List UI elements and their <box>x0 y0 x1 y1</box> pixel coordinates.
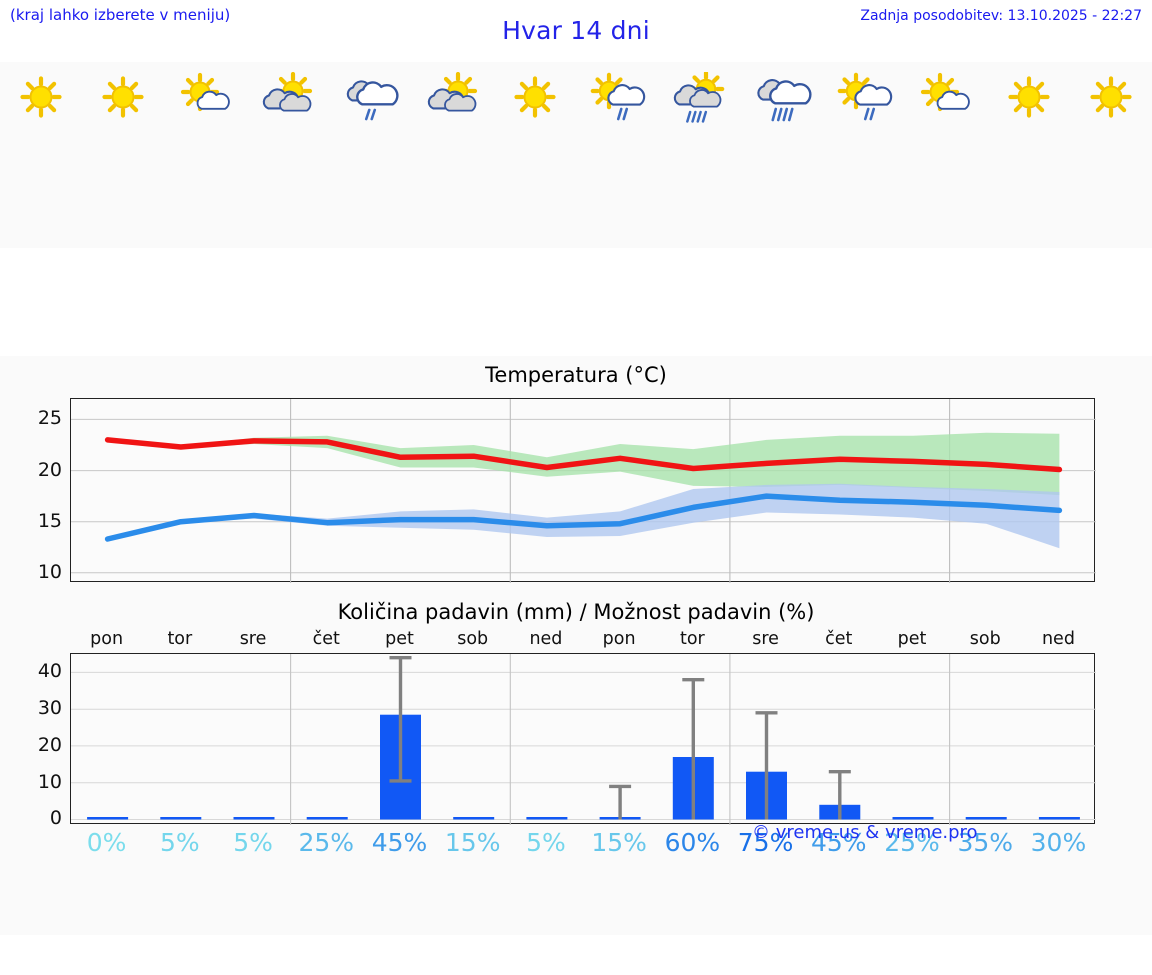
day-column[interactable] <box>165 62 247 248</box>
precipitation-probability-label: 25% <box>298 828 355 857</box>
day-column[interactable] <box>905 62 987 248</box>
precipitation-day-label: pon <box>602 629 636 649</box>
precipitation-probability-label: 45% <box>811 828 867 857</box>
precipitation-day-label: pet <box>897 629 927 649</box>
last-update-text: Zadnja posodobitev: 13.10.2025 - 22:27 <box>860 8 1142 24</box>
sun-cloud-rain-icon <box>576 70 658 126</box>
day-column[interactable] <box>1070 62 1152 248</box>
precipitation-probability-row: 0% 5% 5% 25% 45% 15% 5% 15% 60% 75% 45% 25% 35% 30% <box>70 828 1095 857</box>
day-column[interactable] <box>823 62 905 248</box>
precipitation-day-label: pon <box>90 629 124 649</box>
sun-clouds-icon <box>411 70 493 126</box>
day-column[interactable] <box>576 62 658 248</box>
precipitation-probability-label: 15% <box>591 828 647 857</box>
sun-icon <box>0 70 82 126</box>
precipitation-probability-label: 45% <box>371 828 428 857</box>
precipitation-y-tick-label: 30 <box>37 697 62 720</box>
precipitation-plot-area <box>70 653 1096 825</box>
precipitation-day-labels: pon tor sre čet pet sob ned pon tor sre čet pet sob n… <box>70 629 1095 649</box>
day-column[interactable] <box>494 62 576 248</box>
page-title: Hvar 14 dni <box>502 16 650 45</box>
precipitation-day-label: ned <box>529 629 563 649</box>
temperature-y-tick-label: 10 <box>37 560 62 583</box>
page-header: (kraj lahko izberete v meniju) Hvar 14 d… <box>0 0 1152 62</box>
precipitation-day-label: sre <box>239 629 267 649</box>
precipitation-y-axis: 0 10 20 30 40 <box>0 596 62 935</box>
day-column[interactable] <box>0 62 82 248</box>
day-column[interactable] <box>329 62 411 248</box>
spacer-band <box>0 248 1152 356</box>
temperature-y-tick-label: 20 <box>37 458 62 481</box>
precipitation-day-label: tor <box>167 629 193 649</box>
precipitation-y-tick-label: 40 <box>37 660 62 683</box>
precipitation-probability-label: 25% <box>884 828 940 857</box>
precipitation-chart-title: Količina padavin (mm) / Možnost padavin … <box>337 600 815 624</box>
precipitation-day-label: sre <box>752 629 779 649</box>
temperature-plot-area <box>70 398 1096 583</box>
precipitation-probability-label: 5% <box>526 828 566 857</box>
precipitation-y-tick-label: 10 <box>37 770 62 793</box>
temperature-chart-title: Temperatura (°C) <box>485 363 667 387</box>
day-column[interactable] <box>82 62 164 248</box>
precipitation-y-tick-label: 20 <box>37 733 62 756</box>
precipitation-day-label: sob <box>457 629 489 649</box>
temperature-chart-section: Temperatura (°C) 10 15 20 25 © vreme.us & v… <box>0 356 1152 843</box>
sun-clouds-icon <box>247 70 329 126</box>
day-column[interactable] <box>411 62 493 248</box>
precipitation-day-label: ned <box>1041 629 1075 649</box>
daily-forecast-strip <box>0 62 1152 248</box>
day-column[interactable] <box>987 62 1069 248</box>
temperature-y-tick-label: 15 <box>37 509 62 532</box>
precipitation-chart-section: Količina padavin (mm) / Možnost padavin … <box>0 596 1152 935</box>
sun-small-cloud-icon <box>905 70 987 126</box>
day-column[interactable] <box>741 62 823 248</box>
precipitation-day-label: pet <box>385 629 414 649</box>
precipitation-day-label: sob <box>969 629 1001 649</box>
sun-cloud-rain-icon <box>823 70 905 126</box>
temperature-y-axis: 10 15 20 25 <box>0 356 62 596</box>
precipitation-day-label: čet <box>825 629 853 649</box>
precipitation-probability-label: 15% <box>444 828 501 857</box>
sun-clouds-rain-icon <box>658 70 740 126</box>
precipitation-probability-label: 5% <box>159 828 200 857</box>
cloud-rain-light-icon <box>329 70 411 126</box>
day-column[interactable] <box>247 62 329 248</box>
temperature-series-svg <box>71 399 1096 583</box>
precipitation-probability-label: 5% <box>233 828 273 857</box>
precipitation-day-label: čet <box>312 629 340 649</box>
precipitation-probability-label: 30% <box>1030 828 1087 857</box>
precipitation-probability-label: 0% <box>86 828 127 857</box>
precipitation-probability-label: 75% <box>737 828 794 857</box>
sun-small-cloud-icon <box>165 70 247 126</box>
sun-icon <box>987 70 1069 126</box>
precipitation-probability-label: 60% <box>664 828 721 857</box>
day-column[interactable] <box>658 62 740 248</box>
sun-icon <box>82 70 164 126</box>
cloud-rain-heavy-icon <box>741 70 823 126</box>
temperature-y-tick-label: 25 <box>37 407 62 430</box>
precipitation-y-tick-label: 0 <box>49 807 62 830</box>
menu-hint-text: (kraj lahko izberete v meniju) <box>10 6 231 24</box>
precipitation-probability-label: 35% <box>957 828 1014 857</box>
sun-icon <box>494 70 576 126</box>
copyright-watermark: © vreme.us & vreme.pro <box>752 822 978 843</box>
sun-icon <box>1070 70 1152 126</box>
precipitation-day-label: tor <box>679 629 705 649</box>
precipitation-bars-svg <box>71 654 1096 825</box>
